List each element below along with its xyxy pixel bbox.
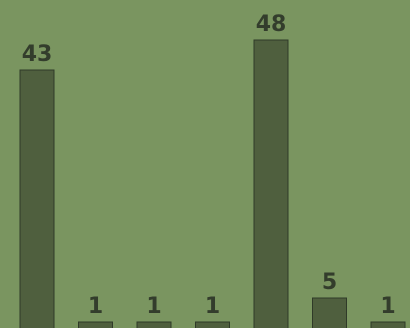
bar-1 <box>19 69 55 328</box>
data-label-2: 1 <box>88 294 103 319</box>
data-label-6: 5 <box>322 270 337 295</box>
bar-4 <box>195 321 230 328</box>
bar-3 <box>136 321 172 328</box>
bar-7 <box>370 321 406 328</box>
data-label-group: 43 1 1 1 48 5 1 <box>22 12 396 319</box>
bar-group <box>19 39 406 328</box>
data-label-5: 48 <box>256 12 287 37</box>
data-label-4: 1 <box>205 294 220 319</box>
bar-2 <box>78 321 113 328</box>
bar-5 <box>253 39 289 328</box>
bar-6 <box>312 297 347 328</box>
data-label-1: 43 <box>22 42 53 67</box>
data-label-3: 1 <box>146 294 161 319</box>
data-label-7: 1 <box>380 294 395 319</box>
